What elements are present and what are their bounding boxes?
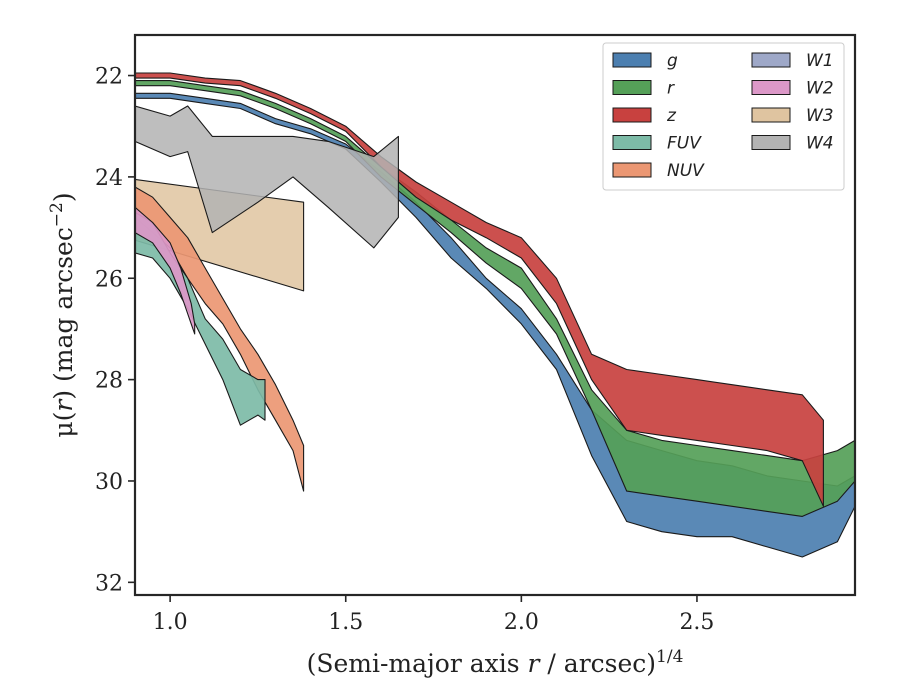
- legend-label-z: z: [666, 106, 677, 126]
- plot-frame: [133, 33, 857, 597]
- legend-label-nuv: NUV: [667, 161, 705, 181]
- y-tick-label: 32: [95, 571, 123, 596]
- y-axis-label: μ(r) (mag arcsec−2): [47, 192, 78, 437]
- legend-label-w4: W4: [806, 134, 834, 154]
- x-tick-label: 2.5: [679, 610, 714, 635]
- y-axis: 22 24 26 28 30 32: [95, 65, 135, 596]
- band-w4: [135, 105, 399, 249]
- band-fuv: [135, 211, 266, 426]
- legend-swatch-w3: [751, 107, 791, 123]
- legend-swatch-g: [612, 52, 652, 68]
- legend-swatch-z: [612, 107, 652, 123]
- y-tick-label: 24: [95, 166, 123, 191]
- x-axis: 1.0 1.5 2.0 2.5: [153, 595, 714, 635]
- legend-swatch-fuv: [612, 135, 652, 150]
- legend-label-r: r: [667, 79, 675, 99]
- legend-box: [602, 42, 845, 191]
- y-tick-label: 30: [95, 470, 123, 495]
- bands-layer: [135, 72, 855, 558]
- legend-swatch-r: [612, 80, 652, 95]
- legend-label-w1: W1: [806, 51, 834, 71]
- legend-swatch-w1: [751, 52, 791, 68]
- band-w2: [135, 206, 196, 335]
- x-tick-label: 1.5: [328, 610, 363, 635]
- legend-swatch-w2: [751, 80, 791, 95]
- x-tick-label: 2.0: [504, 610, 539, 635]
- legend-swatch-w4: [751, 135, 791, 150]
- legend-swatch-nuv: [612, 162, 652, 178]
- y-tick-label: 26: [95, 267, 123, 292]
- legend-label-fuv: FUV: [667, 134, 702, 154]
- x-tick-label: 1.0: [153, 610, 188, 635]
- legend-label-g: g: [667, 51, 678, 71]
- x-axis-label: (Semi-major axis r / arcsec)1/4: [307, 647, 684, 678]
- y-tick-label: 28: [95, 369, 123, 394]
- legend-label-w2: W2: [806, 79, 834, 99]
- band-nuv: [135, 186, 305, 492]
- y-tick-label: 22: [95, 65, 123, 90]
- legend: grz FUV NUV W1 W2 W3 W4: [602, 42, 845, 191]
- legend-label-w3: W3: [806, 106, 834, 126]
